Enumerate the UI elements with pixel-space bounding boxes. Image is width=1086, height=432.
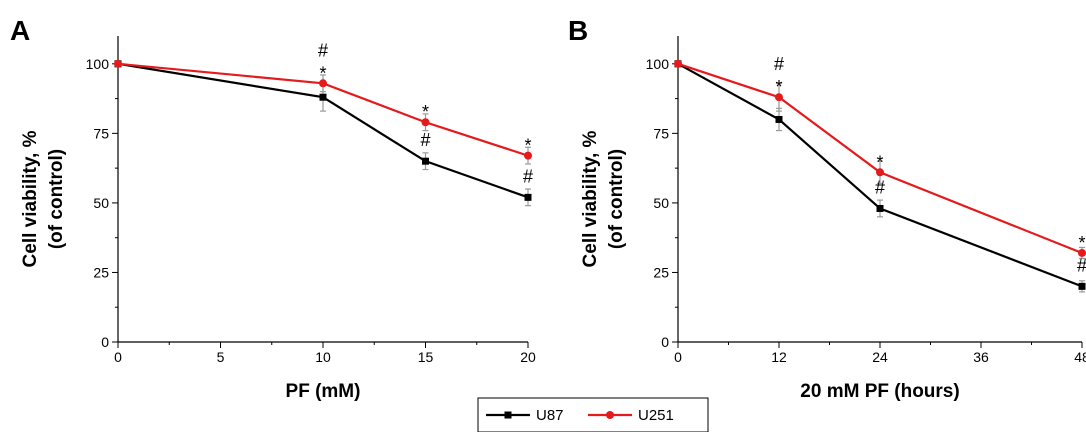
y-axis-title-line: Cell viability, % (580, 130, 601, 267)
panel-b: B 0 25 50 75 100 0 12 24 36 48 20 mM PF (hours) Cell… (568, 15, 1086, 402)
y-tick-label: 50 (653, 195, 669, 211)
significance-hash: # (523, 166, 533, 186)
data-point (319, 93, 327, 101)
data-point (674, 59, 682, 68)
legend-label: U87 (536, 407, 564, 424)
x-tick-label: 0 (674, 349, 682, 365)
data-point (421, 118, 430, 127)
data-point (1078, 248, 1086, 257)
panel-a: A 0 25 50 75 100 0 5 10 15 20 PF (mM) Cell viability… (10, 15, 536, 402)
x-axis-title: PF (mM) (286, 381, 361, 402)
series-line (117, 62, 529, 157)
x-tick-label: 12 (771, 349, 787, 365)
significance-asterisk: * (876, 152, 883, 172)
legend-marker (504, 411, 512, 419)
x-tick-label: 20 (520, 349, 536, 365)
significance-asterisk: * (319, 63, 326, 83)
significance-hash: # (1077, 255, 1086, 275)
series-u251 (114, 59, 532, 165)
data-point (876, 168, 884, 177)
series-line (677, 62, 1083, 288)
panel-letter: A (10, 15, 30, 46)
x-tick-label: 48 (1074, 349, 1086, 365)
x-tick-label: 15 (418, 349, 434, 365)
y-tick-label: 25 (653, 264, 669, 280)
y-axis-title-line: (of control) (46, 149, 67, 249)
y-tick-label: 75 (93, 125, 109, 141)
legend-label: U251 (638, 407, 674, 424)
data-point (524, 151, 532, 160)
data-point (114, 59, 122, 68)
data-point (422, 157, 429, 165)
significance-asterisk: * (524, 136, 531, 156)
y-tick-label: 75 (653, 125, 669, 141)
significance-hash: # (420, 130, 430, 150)
y-tick-label: 0 (101, 334, 109, 350)
y-tick-label: 0 (661, 334, 669, 350)
data-point (775, 93, 783, 102)
data-point (1078, 282, 1086, 290)
panel-letter: B (568, 15, 588, 46)
x-tick-label: 10 (315, 349, 331, 365)
significance-hash: # (875, 177, 885, 197)
y-tick-label: 100 (646, 56, 670, 72)
series-line (117, 62, 529, 199)
legend-marker (606, 411, 614, 419)
significance-hash: # (318, 40, 328, 60)
data-point (775, 115, 783, 123)
data-point (876, 204, 884, 212)
series-line (677, 62, 1083, 255)
data-point (319, 79, 327, 88)
y-axis-title-line: (of control) (606, 149, 627, 249)
x-tick-label: 24 (872, 349, 888, 365)
x-axis-title: 20 mM PF (hours) (800, 381, 959, 402)
y-tick-label: 50 (93, 195, 109, 211)
y-tick-label: 25 (93, 264, 109, 280)
significance-asterisk: * (775, 77, 782, 97)
significance-asterisk: * (422, 102, 429, 122)
x-tick-label: 0 (114, 349, 122, 365)
x-tick-label: 36 (973, 349, 989, 365)
legend: U87 U251 (477, 397, 709, 432)
significance-asterisk: * (1078, 233, 1085, 253)
y-axis-title-line: Cell viability, % (20, 130, 41, 267)
x-tick-label: 5 (217, 349, 225, 365)
series-u251 (674, 59, 1086, 260)
y-tick-label: 100 (86, 56, 110, 72)
significance-hash: # (774, 54, 784, 74)
data-point (524, 193, 532, 201)
